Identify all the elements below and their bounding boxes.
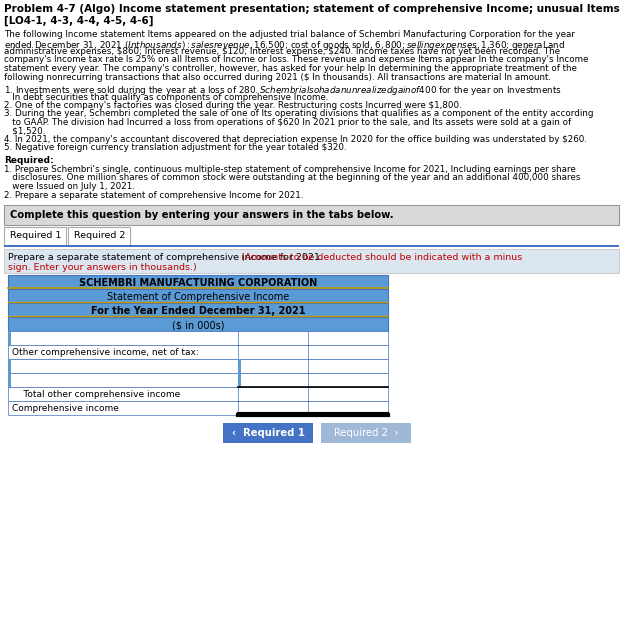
Text: SCHEMBRI MANUFACTURING CORPORATION: SCHEMBRI MANUFACTURING CORPORATION [79, 278, 317, 288]
Text: Prepare a separate statement of comprehensive income for 2021.: Prepare a separate statement of comprehe… [8, 253, 326, 262]
Text: [LO4-1, 4-3, 4-4, 4-5, 4-6]: [LO4-1, 4-3, 4-4, 4-5, 4-6] [4, 16, 154, 27]
Bar [321, 423, 411, 443]
Bar [8, 345, 388, 359]
Bar [8, 373, 388, 387]
Text: 1. Prepare Schembri's single, continuous multiple-step statement of comprehensiv: 1. Prepare Schembri's single, continuous… [4, 165, 576, 174]
Bar [4, 205, 619, 225]
Bar [4, 227, 66, 245]
Bar [68, 227, 130, 245]
Text: sign. Enter your answers in thousands.): sign. Enter your answers in thousands.) [8, 263, 197, 272]
Text: Complete this question by entering your answers in the tabs below.: Complete this question by entering your … [10, 210, 394, 220]
Text: to GAAP. The division had Incurred a loss from operations of $620 In 2021 prior : to GAAP. The division had Incurred a los… [4, 118, 571, 127]
Text: ($ in 000s): ($ in 000s) [171, 320, 224, 330]
Text: (Amounts to be deducted should be indicated with a minus: (Amounts to be deducted should be indica… [241, 253, 523, 262]
Text: Statement of Comprehensive Income: Statement of Comprehensive Income [107, 292, 289, 302]
Bar [8, 359, 11, 373]
Text: Total other comprehensive income: Total other comprehensive income [12, 390, 180, 399]
Text: 1. Investments were sold during the year at a loss of $280. Schembri also had an: 1. Investments were sold during the year… [4, 84, 562, 97]
Text: company's Income tax rate Is 25% on all Items of Income or loss. These revenue a: company's Income tax rate Is 25% on all … [4, 56, 589, 64]
Bar [8, 331, 11, 345]
Text: Required 2: Required 2 [74, 231, 125, 240]
Bar [238, 373, 241, 387]
Bar [8, 317, 388, 331]
Text: The following Income statement Items appeared on the adjusted trial balance of S: The following Income statement Items app… [4, 30, 575, 39]
Bar [8, 303, 388, 317]
Bar [8, 359, 388, 373]
Text: 3. During the year, Schembri completed the sale of one of Its operating division: 3. During the year, Schembri completed t… [4, 110, 594, 119]
Text: $1,520.: $1,520. [4, 126, 45, 136]
Text: statement every year. The company's controller, however, has asked for your help: statement every year. The company's cont… [4, 64, 577, 73]
Bar [8, 289, 388, 303]
Bar [8, 387, 388, 401]
Text: Problem 4-7 (Algo) Income statement presentation; statement of comprehensive Inc: Problem 4-7 (Algo) Income statement pres… [4, 4, 620, 14]
Text: Required:: Required: [4, 156, 53, 165]
Text: administrative expenses, $860; Interest revenue, $120; Interest expense, $240. I: administrative expenses, $860; Interest … [4, 47, 560, 56]
Bar [8, 401, 388, 415]
Text: For the Year Ended December 31, 2021: For the Year Ended December 31, 2021 [91, 306, 305, 316]
Text: Required 2  ›: Required 2 › [334, 428, 398, 438]
Text: Required 1: Required 1 [10, 231, 62, 240]
Text: 2. One of the company's factories was closed during the year. Restructuring cost: 2. One of the company's factories was cl… [4, 101, 462, 110]
Text: 2. Prepare a separate statement of comprehensive Income for 2021.: 2. Prepare a separate statement of compr… [4, 191, 304, 199]
Text: ‹  Required 1: ‹ Required 1 [232, 428, 305, 438]
Bar [8, 373, 11, 387]
Text: 5. Negative foreign currency translation adjustment for the year totaled $320.: 5. Negative foreign currency translation… [4, 143, 347, 153]
Bar [4, 245, 619, 247]
Bar [8, 331, 388, 345]
Bar [4, 249, 619, 273]
Text: In debt securities that qualify as components of comprehensive Income.: In debt securities that qualify as compo… [4, 93, 328, 102]
Bar [8, 275, 388, 289]
Text: Comprehensive income: Comprehensive income [12, 404, 119, 413]
Bar [238, 359, 241, 373]
Text: ended December 31, 2021 ($ In thousands): sales revenue, $16,500; cost of goods : ended December 31, 2021 ($ In thousands)… [4, 38, 565, 52]
Text: 4. In 2021, the company's accountant discovered that depreciation expense In 202: 4. In 2021, the company's accountant dis… [4, 135, 587, 144]
Text: Other comprehensive income, net of tax:: Other comprehensive income, net of tax: [12, 348, 199, 357]
Bar [223, 423, 313, 443]
Text: following nonrecurring transactions that also occurred during 2021 ($ In thousan: following nonrecurring transactions that… [4, 73, 551, 81]
Text: were Issued on July 1, 2021.: were Issued on July 1, 2021. [4, 182, 135, 191]
Text: disclosures. One million shares of common stock were outstanding at the beginnin: disclosures. One million shares of commo… [4, 174, 580, 182]
